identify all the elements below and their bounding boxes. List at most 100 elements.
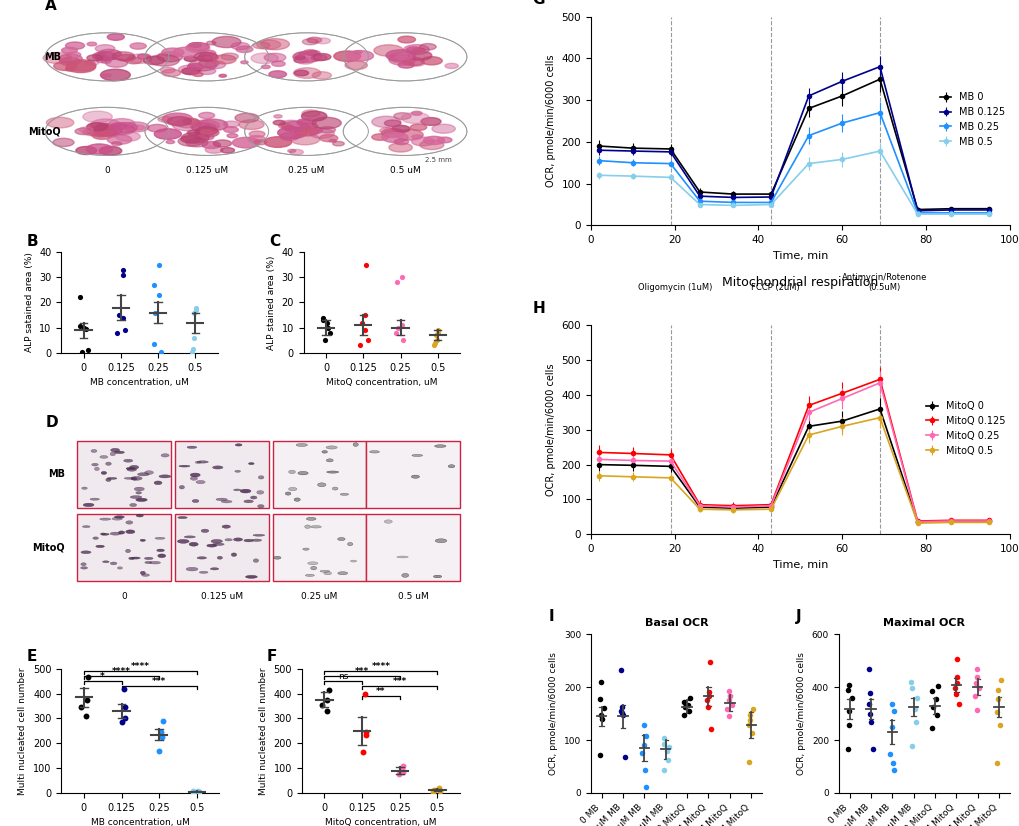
Circle shape xyxy=(99,146,121,155)
Ellipse shape xyxy=(216,498,227,501)
Point xyxy=(680,705,696,718)
Ellipse shape xyxy=(199,572,208,573)
Circle shape xyxy=(264,54,285,62)
Ellipse shape xyxy=(127,468,137,472)
Ellipse shape xyxy=(253,534,264,536)
Ellipse shape xyxy=(324,572,331,575)
Ellipse shape xyxy=(177,539,189,544)
Circle shape xyxy=(195,52,217,61)
Circle shape xyxy=(197,55,212,61)
Point xyxy=(907,715,923,729)
Point xyxy=(153,725,169,738)
Circle shape xyxy=(106,59,127,67)
Text: MB: MB xyxy=(44,52,61,62)
Circle shape xyxy=(381,132,408,143)
Circle shape xyxy=(43,52,71,64)
Ellipse shape xyxy=(117,567,122,569)
Ellipse shape xyxy=(273,557,280,559)
Point xyxy=(320,321,336,335)
Ellipse shape xyxy=(217,556,222,559)
Point xyxy=(612,663,629,676)
Circle shape xyxy=(101,126,114,131)
Point xyxy=(903,739,919,752)
Y-axis label: Multi nucleated cell number: Multi nucleated cell number xyxy=(259,667,268,795)
Ellipse shape xyxy=(196,481,205,484)
Ellipse shape xyxy=(317,483,326,487)
Point xyxy=(357,687,373,700)
Point xyxy=(966,689,982,702)
Circle shape xyxy=(83,128,102,135)
Ellipse shape xyxy=(222,525,230,529)
Ellipse shape xyxy=(145,471,153,474)
Circle shape xyxy=(178,65,202,74)
Circle shape xyxy=(160,67,175,73)
Circle shape xyxy=(407,49,419,54)
Ellipse shape xyxy=(197,461,208,463)
Point xyxy=(658,744,675,757)
Circle shape xyxy=(187,64,204,69)
Point xyxy=(968,671,984,684)
Ellipse shape xyxy=(249,463,254,465)
Circle shape xyxy=(290,134,319,145)
Circle shape xyxy=(66,52,81,58)
Ellipse shape xyxy=(100,518,111,520)
Text: FCCP (2uM): FCCP (2uM) xyxy=(750,283,799,292)
Point xyxy=(393,762,410,776)
Circle shape xyxy=(253,42,270,49)
Ellipse shape xyxy=(184,536,196,538)
Ellipse shape xyxy=(308,562,318,565)
Circle shape xyxy=(303,128,311,131)
X-axis label: MB concentration, uM: MB concentration, uM xyxy=(90,378,189,387)
X-axis label: MitoQ concentration, uM: MitoQ concentration, uM xyxy=(325,819,436,826)
Circle shape xyxy=(223,127,238,132)
Ellipse shape xyxy=(96,545,104,548)
Ellipse shape xyxy=(433,575,441,578)
Point xyxy=(355,745,371,758)
Point xyxy=(949,652,965,665)
Point xyxy=(109,326,125,339)
Point xyxy=(151,288,167,301)
X-axis label: MitoQ concentration, uM: MitoQ concentration, uM xyxy=(326,378,437,387)
Point xyxy=(315,311,331,325)
Circle shape xyxy=(87,144,112,154)
Circle shape xyxy=(271,61,285,66)
Circle shape xyxy=(97,128,117,136)
Circle shape xyxy=(79,127,93,132)
Point xyxy=(117,712,133,725)
Y-axis label: ALP satained area (%): ALP satained area (%) xyxy=(24,253,34,353)
Point xyxy=(430,781,446,795)
Circle shape xyxy=(200,130,213,135)
Point xyxy=(154,730,170,743)
Circle shape xyxy=(219,74,226,77)
Circle shape xyxy=(75,146,97,154)
Point xyxy=(317,334,333,347)
Circle shape xyxy=(95,52,117,60)
Circle shape xyxy=(205,146,223,154)
Ellipse shape xyxy=(221,501,231,503)
Circle shape xyxy=(391,126,410,132)
Point xyxy=(153,345,169,358)
Text: 0.125 uM: 0.125 uM xyxy=(185,165,227,174)
Point xyxy=(389,321,406,335)
Point xyxy=(882,721,899,734)
Ellipse shape xyxy=(123,459,132,463)
Circle shape xyxy=(65,68,74,71)
Point xyxy=(636,719,652,732)
Ellipse shape xyxy=(110,532,121,535)
Circle shape xyxy=(220,148,234,153)
Circle shape xyxy=(245,33,368,81)
Point xyxy=(352,339,368,352)
Point xyxy=(430,324,446,337)
X-axis label: Time, min: Time, min xyxy=(772,251,827,261)
Circle shape xyxy=(182,118,199,125)
Circle shape xyxy=(181,132,209,143)
Circle shape xyxy=(65,42,85,50)
Point xyxy=(616,750,633,763)
Ellipse shape xyxy=(212,466,223,469)
Ellipse shape xyxy=(257,491,264,494)
Ellipse shape xyxy=(155,537,165,539)
Circle shape xyxy=(313,54,330,60)
Ellipse shape xyxy=(240,489,251,493)
Circle shape xyxy=(95,45,115,52)
Ellipse shape xyxy=(244,539,253,542)
